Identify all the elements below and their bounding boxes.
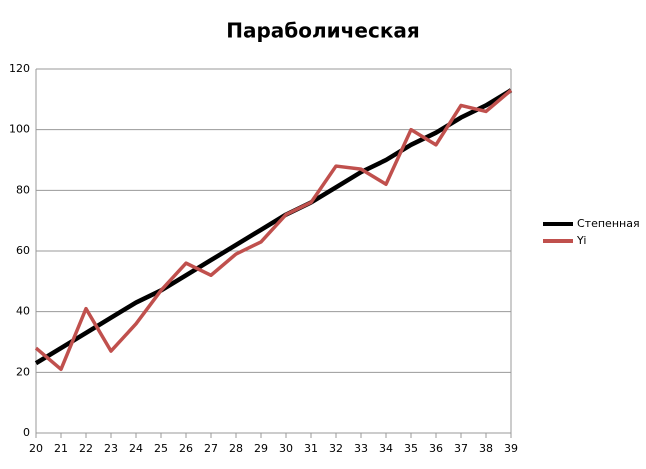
x-tick-label: 20 — [29, 442, 43, 455]
x-tick-label: 26 — [179, 442, 193, 455]
x-tick-label: 34 — [379, 442, 393, 455]
x-tick-label: 30 — [279, 442, 293, 455]
y-tick-label: 40 — [16, 305, 30, 318]
x-tick-label: 22 — [79, 442, 93, 455]
x-tick-label: 35 — [404, 442, 418, 455]
chart-title: Параболическая — [226, 19, 419, 43]
x-tick-label: 25 — [154, 442, 168, 455]
x-tick-label: 31 — [304, 442, 318, 455]
x-tick-label: 24 — [129, 442, 143, 455]
x-tick-label: 29 — [254, 442, 268, 455]
y-tick-label: 100 — [9, 123, 30, 136]
x-tick-label: 39 — [504, 442, 518, 455]
x-tick-label: 36 — [429, 442, 443, 455]
y-tick-label: 20 — [16, 365, 30, 378]
x-tick-label: 32 — [329, 442, 343, 455]
x-tick-label: 38 — [479, 442, 493, 455]
x-tick-label: 23 — [104, 442, 118, 455]
y-tick-label: 120 — [9, 62, 30, 75]
x-tick-label: 27 — [204, 442, 218, 455]
x-tick-label: 33 — [354, 442, 368, 455]
x-tick-label: 21 — [54, 442, 68, 455]
legend-label: Степенная — [577, 217, 640, 230]
y-tick-label: 60 — [16, 244, 30, 257]
x-tick-label: 37 — [454, 442, 468, 455]
series-line — [34, 88, 513, 366]
series-line — [34, 88, 513, 372]
y-tick-label: 0 — [23, 426, 30, 439]
y-tick-label: 80 — [16, 183, 30, 196]
x-tick-label: 28 — [229, 442, 243, 455]
legend-label: Yi — [576, 234, 586, 247]
